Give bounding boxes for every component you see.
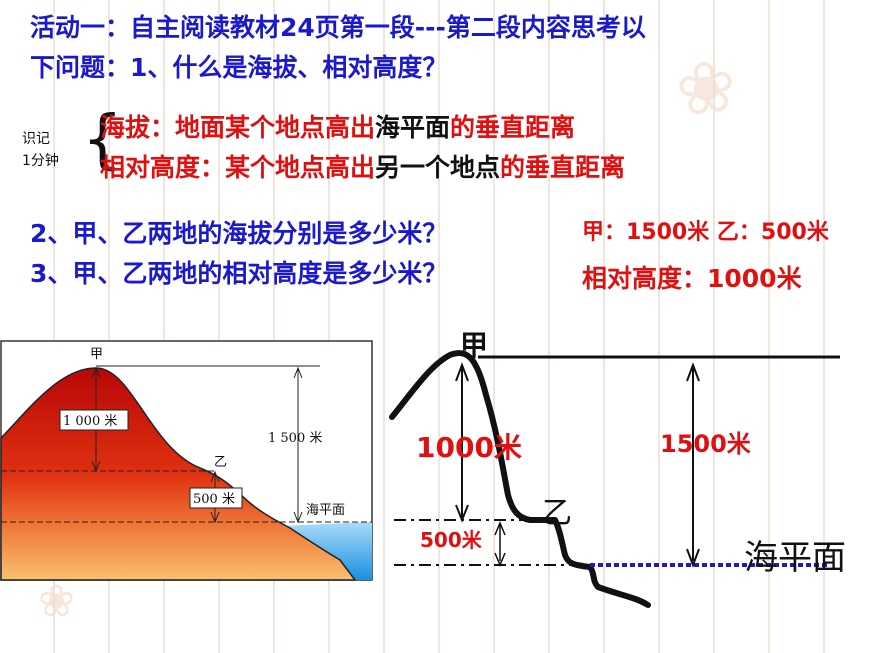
right-a-altitude-label: 1500米 [660,430,751,458]
definition-altitude: 海拔：地面某个地点高出海平面的垂直距离 [100,110,575,146]
left-diagram: 甲 乙 1 000 米 500 米 1 500 米 海平面 [0,340,373,581]
answer-2: 甲：1500米 乙：500米 [582,220,829,245]
memo-note: 识记 1分钟 [22,128,59,172]
right-diff-label: 1000米 [416,431,522,464]
left-b-altitude-label: 500 米 [193,492,235,507]
left-sea-level-label: 海平面 [306,503,345,518]
right-point-label: 乙 [542,496,572,531]
curly-brace: { [82,103,123,177]
left-peak-label: 甲 [90,347,103,362]
right-diagram: 甲 1000米 1500米 500米 乙 海平面 [389,329,846,608]
definition-relative-height: 相对高度：某个地点高出另一个地点的垂直距离 [100,150,625,186]
definition-relative-tail: 的垂直距离 [500,153,626,182]
left-a-altitude-label: 1 500 米 [268,431,322,446]
answer-3: 相对高度：1000米 [582,264,802,293]
left-point-label: 乙 [214,455,227,470]
definition-relative-reference: 另一个地点 [375,153,501,182]
question-2: 2、甲、乙两地的海拔分别是多少米？ [30,219,448,248]
question-3: 3、甲、乙两地的相对高度是多少米？ [30,259,448,288]
right-sea-level-label: 海平面 [744,538,846,578]
left-diff-label: 1 000 米 [63,414,117,429]
watermark-seal: ❀ [670,42,742,134]
question-1-line-2: 下问题：1、什么是海拔、相对高度？ [30,53,448,82]
definition-altitude-term: 海拔：地面某个地点高出 [100,113,376,142]
watermark-seal-small: ❀ [38,576,75,627]
right-b-altitude-label: 500米 [420,528,483,552]
memo-note-line-1: 识记 [22,131,50,147]
definition-relative-term: 相对高度：某个地点高出 [100,153,376,182]
definition-altitude-tail: 的垂直距离 [450,113,576,142]
memo-note-line-2: 1分钟 [22,153,59,169]
terrain-profile [389,350,651,608]
question-1-line-1: 活动一：自主阅读教材24页第一段---第二段内容思考以 [30,13,646,42]
definition-altitude-reference: 海平面 [375,113,451,142]
